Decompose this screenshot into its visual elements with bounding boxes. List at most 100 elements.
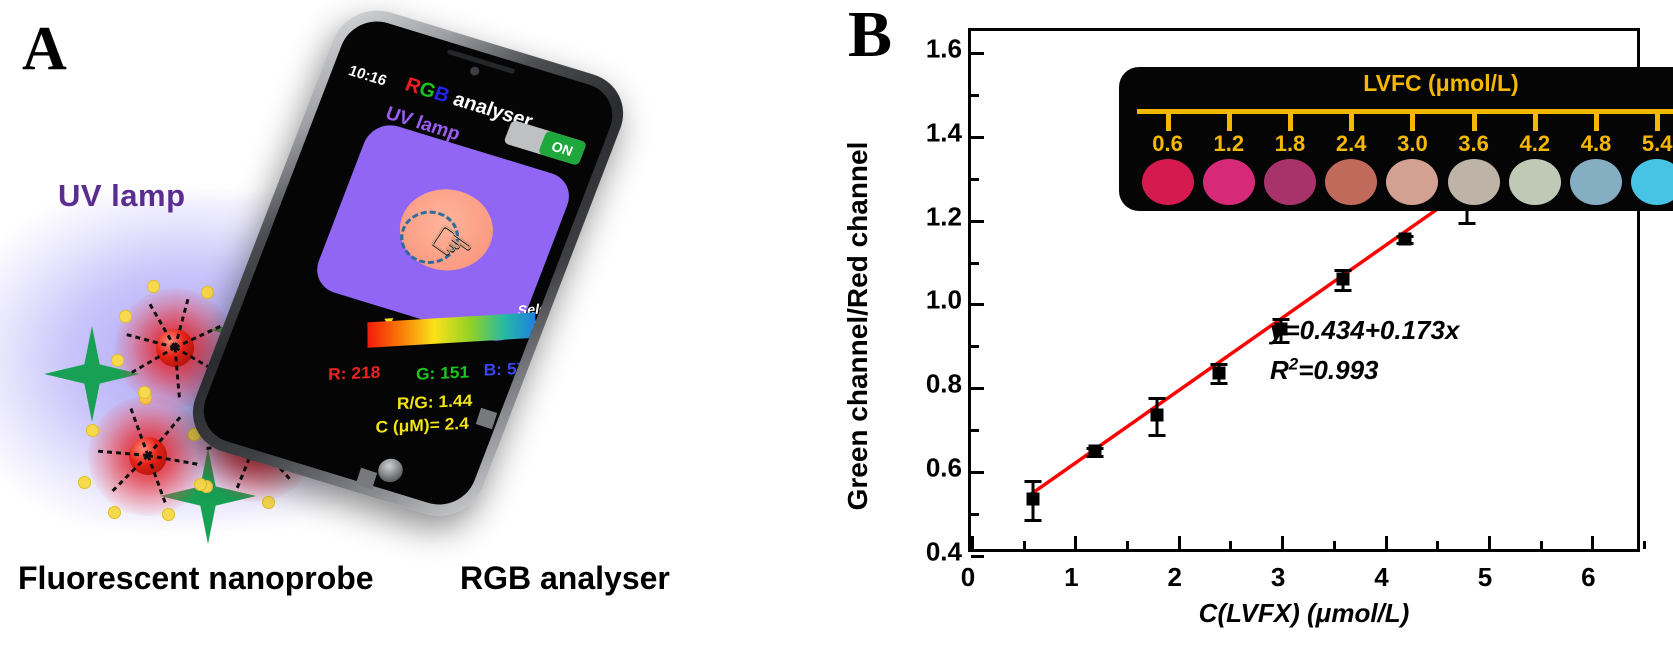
x-axis-tick (1022, 541, 1026, 549)
y-axis-tick (971, 177, 979, 181)
ligand-dot (78, 476, 91, 489)
ligand-dot (262, 496, 275, 509)
status-bar-clock: 10:16 (346, 62, 389, 90)
smartphone: 10:16 RGB analyser UV lamp ON ☞ Selectio… (179, 0, 648, 527)
y-axis-tick (971, 555, 984, 558)
uv-lamp-label: UV lamp (58, 178, 186, 213)
data-point (1274, 322, 1288, 336)
ligand-dot (119, 310, 132, 323)
error-bar-cap (1024, 518, 1042, 522)
panel-a-letter: A (22, 15, 67, 83)
error-bar-cap (1210, 382, 1228, 386)
y-axis-tick (971, 387, 984, 391)
inset-tick (1165, 114, 1171, 131)
readout-rg-ratio: R/G: 1.44 (396, 391, 473, 413)
phone-body: 10:16 RGB analyser UV lamp ON ☞ Selectio… (179, 0, 637, 527)
y-axis-tick-label: 0.6 (925, 452, 962, 483)
panel-b: B Green channel/Red channel C(LVFX) (μmo… (840, 0, 1673, 652)
readout-red: R: 218 (328, 362, 381, 384)
y-axis-tick (971, 513, 979, 517)
data-point (1088, 444, 1102, 458)
x-axis-tick (1436, 541, 1440, 549)
color-swatch (1386, 159, 1439, 205)
y-axis-tick-label: 1.4 (925, 117, 962, 148)
x-axis-tick (1487, 536, 1491, 549)
y-axis-tick-label: 0.8 (925, 368, 962, 399)
color-swatch (1325, 159, 1378, 205)
panel-b-letter: B (848, 0, 893, 71)
ligand-dot (108, 506, 121, 519)
earpiece-speaker (446, 48, 516, 75)
x-axis-tick-label: 6 (1581, 562, 1596, 592)
error-bar-cap (1272, 317, 1290, 321)
error-bar-cap (1458, 222, 1476, 226)
phone-screen[interactable]: 10:16 RGB analyser UV lamp ON ☞ Selectio… (193, 12, 623, 514)
y-axis-tick (971, 135, 984, 139)
x-axis-tick (1229, 541, 1233, 549)
inset-concentration-label: 1.2 (1213, 131, 1245, 156)
y-axis-tick-label: 1.2 (925, 201, 962, 232)
x-axis-tick-label: 1 (1064, 562, 1079, 592)
inset-concentration-label: 2.4 (1335, 131, 1367, 156)
uv-lamp-toggle[interactable]: ON (503, 119, 588, 166)
uv-lamp-toggle-label: ON (549, 137, 576, 159)
ligand-dot (111, 354, 124, 367)
ligand-dot (138, 386, 151, 399)
color-swatch (1508, 159, 1561, 205)
front-camera-icon (468, 65, 481, 77)
x-axis-tick (971, 536, 974, 549)
inset-concentration-label: 4.8 (1580, 131, 1612, 156)
color-swatch (1570, 159, 1622, 205)
inset-concentration-label: 4.2 (1519, 131, 1551, 156)
ligand-dot (162, 508, 175, 521)
color-swatch (1141, 159, 1194, 205)
error-bar-cap (1334, 289, 1352, 293)
x-axis-title: C(LVFX) (μmol/L) (968, 598, 1640, 629)
readout-blue: B: 57 (483, 359, 527, 380)
error-bar-cap (1210, 363, 1228, 366)
inset-concentration-label: 0.6 (1152, 131, 1183, 156)
x-axis-tick-label: 3 (1270, 562, 1286, 592)
uv-lamp-toggle-knob[interactable]: ON (537, 130, 588, 166)
inset-title: LVFC (μmol/L) (1363, 70, 1519, 96)
inset-concentration-label: 5.4 (1641, 131, 1673, 156)
readout-concentration: C (μM)= 2.4 (375, 414, 469, 437)
error-bar-cap (1272, 341, 1290, 345)
r2-value: =0.993 (1298, 355, 1379, 386)
color-swatch (1631, 159, 1673, 205)
inset-tick (1532, 114, 1538, 131)
data-point (1150, 408, 1164, 422)
fit-equation: y=0.434+0.173x (1270, 315, 1460, 345)
r2-exponent: 2 (1288, 354, 1299, 374)
inset-tick (1594, 114, 1599, 131)
inset-concentration-label: 3.0 (1397, 131, 1428, 156)
inset-tick (1288, 114, 1293, 131)
inset-tick (1471, 114, 1477, 131)
data-point (1212, 366, 1226, 380)
fit-r-squared: R2=0.993 (1270, 350, 1459, 390)
ligand-dot (147, 280, 160, 293)
y-axis-tick-label: 1.0 (925, 284, 962, 315)
inset-axis-line (1137, 109, 1673, 114)
x-axis-tick-label: 4 (1374, 562, 1389, 592)
color-swatch-inset: LVFC (μmol/L) 0.6 1.2 1.8 2.4 3.0 3.6 4.2 4.8 5.… (1119, 67, 1673, 211)
error-bar-cap (1334, 269, 1352, 273)
x-axis-tick (1281, 536, 1285, 549)
x-axis-tick (1074, 536, 1078, 549)
y-axis-tick (971, 93, 979, 97)
x-axis-tick (1177, 536, 1181, 549)
caption-fluorescent-nanoprobe: Fluorescent nanoprobe (18, 560, 374, 596)
nanoprobe-particle (78, 386, 213, 521)
color-swatch (1202, 159, 1255, 205)
ligand-dot (201, 286, 214, 299)
fit-equation-box: y=0.434+0.173x R2=0.993 (1270, 310, 1459, 391)
caption-rgb-analyser: RGB analyser (460, 560, 670, 596)
inset-tick (1349, 114, 1355, 131)
x-axis-tick-label: 2 (1167, 562, 1182, 592)
y-axis-title: Green channel/Red channel (842, 141, 873, 511)
x-axis-tick-label: 0 (960, 562, 976, 592)
error-bar-cap (1148, 396, 1166, 400)
y-axis-tick (971, 51, 984, 55)
inset-concentration-label: 3.6 (1458, 131, 1489, 156)
x-axis-tick-label: 5 (1477, 562, 1493, 592)
